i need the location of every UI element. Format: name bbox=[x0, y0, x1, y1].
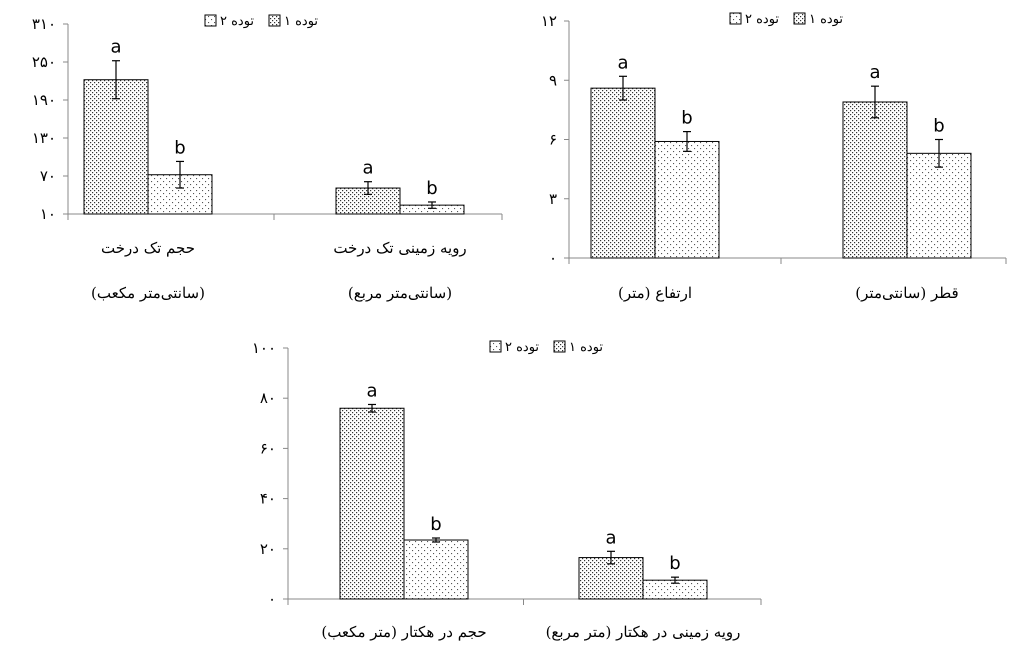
y-tick-label: ۱۳۰ bbox=[32, 129, 56, 147]
legend: توده ۲ توده ۱ bbox=[489, 340, 603, 355]
y-tick-label: ۲۵۰ bbox=[32, 53, 56, 71]
chart-panel-2: ۰ ۳ ۶ ۹ ۱۲ a b ارتفاع (متر) a b قطر (سانتی‌متر) تود… bbox=[541, 12, 1007, 302]
category-label: حجم در هکتار (متر مکعب) bbox=[321, 623, 486, 641]
category-label: رویه زمینی در هکتار (متر مربع) bbox=[546, 623, 741, 641]
significance-letter: b bbox=[669, 553, 680, 574]
significance-letter: b bbox=[430, 514, 441, 535]
y-tick-label: ۱۹۰ bbox=[32, 91, 56, 109]
category-unit-label: (سانتی‌متر مکعب) bbox=[91, 284, 205, 302]
legend-swatch-series2 bbox=[489, 340, 502, 353]
legend-label-series1: توده ۱ bbox=[569, 340, 603, 355]
bar-series1 bbox=[842, 101, 908, 259]
category-label: ارتفاع (متر) bbox=[618, 284, 692, 302]
bar-series2 bbox=[906, 152, 972, 259]
significance-letter: a bbox=[362, 158, 373, 179]
legend-swatch-series2 bbox=[729, 12, 742, 25]
significance-letter: b bbox=[681, 108, 692, 129]
y-tick-label: ۸۰ bbox=[260, 389, 276, 407]
y-tick-label: ۶ bbox=[549, 131, 557, 149]
significance-letter: a bbox=[605, 527, 616, 548]
bar-series1 bbox=[335, 187, 401, 215]
legend-label-series1: توده ۱ bbox=[809, 12, 843, 27]
y-tick-label: ۱۰ bbox=[40, 205, 56, 223]
y-tick-label: ۴۰ bbox=[260, 490, 276, 508]
bar-series1 bbox=[83, 79, 149, 215]
significance-letter: a bbox=[366, 380, 377, 401]
legend-label-series2: توده ۲ bbox=[505, 340, 539, 355]
y-tick-label: ۶۰ bbox=[260, 439, 276, 457]
significance-letter: b bbox=[933, 116, 944, 137]
legend-label-series2: توده ۲ bbox=[220, 14, 254, 29]
significance-letter: b bbox=[426, 178, 437, 199]
legend-swatch-series2 bbox=[204, 14, 217, 27]
bar-series1 bbox=[578, 557, 644, 600]
category-label: قطر (سانتی‌متر) bbox=[855, 284, 958, 302]
y-tick-label: ۰ bbox=[549, 249, 557, 267]
significance-letter: a bbox=[869, 62, 880, 83]
legend-swatch-series1 bbox=[268, 14, 281, 27]
y-tick-label: ۷۰ bbox=[40, 167, 56, 185]
bar-series1 bbox=[590, 87, 656, 259]
y-tick-label: ۳۱۰ bbox=[32, 15, 56, 33]
legend-label-series2: توده ۲ bbox=[745, 12, 779, 27]
bar-series2 bbox=[654, 140, 720, 259]
significance-letter: b bbox=[174, 137, 185, 158]
chart-panel-3: ۰ ۲۰ ۴۰ ۶۰ ۸۰ ۱۰۰ a b حجم در هکتار (متر مکعب) a b ر… bbox=[252, 339, 762, 641]
y-tick-label: ۲۰ bbox=[260, 540, 276, 558]
category-label: حجم تک درخت bbox=[101, 239, 195, 257]
bar-series2 bbox=[403, 539, 469, 600]
bar-series1 bbox=[339, 407, 405, 600]
y-tick-label: ۳ bbox=[549, 190, 557, 208]
y-tick-label: ۰ bbox=[268, 590, 276, 608]
chart-panel-1: ۱۰ ۷۰ ۱۳۰ ۱۹۰ ۲۵۰ ۳۱۰ a b حجم تک درخت (سانتی‌متر … bbox=[32, 14, 503, 302]
legend-swatch-series1 bbox=[793, 12, 806, 25]
legend: توده ۲ توده ۱ bbox=[729, 12, 843, 27]
y-tick-label: ۹ bbox=[549, 71, 557, 89]
legend-label-series1: توده ۱ bbox=[284, 14, 318, 29]
category-label: رویه زمینی تک درخت bbox=[333, 239, 466, 257]
legend-swatch-series1 bbox=[553, 340, 566, 353]
legend: توده ۲ توده ۱ bbox=[204, 14, 318, 29]
significance-letter: a bbox=[617, 52, 628, 73]
significance-letter: a bbox=[110, 37, 121, 58]
category-unit-label: (سانتی‌متر مربع) bbox=[348, 284, 452, 302]
y-tick-label: ۱۲ bbox=[541, 12, 557, 30]
y-tick-label: ۱۰۰ bbox=[252, 339, 276, 357]
